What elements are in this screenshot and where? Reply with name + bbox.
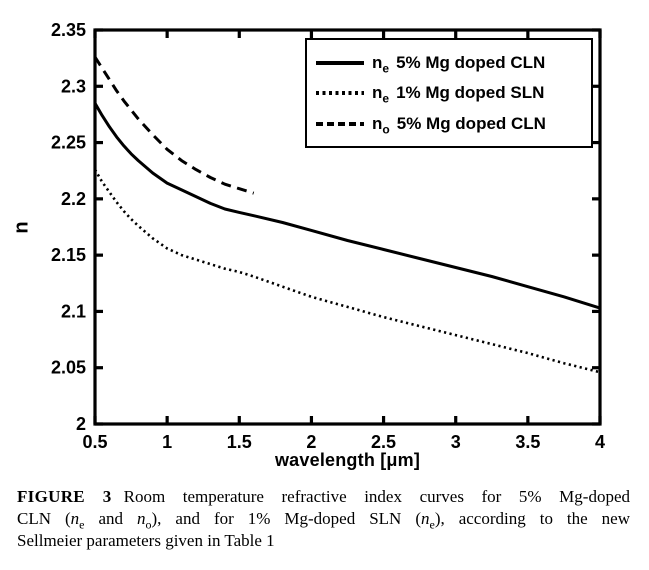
svg-text:2.1: 2.1 bbox=[61, 301, 86, 321]
chart-legend: ne 5% Mg doped CLN ne 1% Mg doped SLN no 5%… bbox=[305, 38, 593, 148]
svg-text:3: 3 bbox=[451, 432, 461, 452]
svg-text:3.5: 3.5 bbox=[515, 432, 540, 452]
svg-text:1.5: 1.5 bbox=[227, 432, 252, 452]
svg-text:2.25: 2.25 bbox=[51, 133, 86, 153]
legend-item-no-cln: no 5% Mg doped CLN bbox=[316, 113, 591, 136]
figure-caption: FIGURE 3 Room temperature refractive inde… bbox=[17, 486, 630, 552]
y-axis-label: n bbox=[10, 221, 33, 234]
svg-text:2.05: 2.05 bbox=[51, 358, 86, 378]
svg-text:2.2: 2.2 bbox=[61, 189, 86, 209]
svg-text:2: 2 bbox=[76, 414, 86, 434]
figure-number: FIGURE 3 bbox=[17, 487, 112, 506]
legend-item-ne-sln: ne 1% Mg doped SLN bbox=[316, 83, 591, 106]
refractive-index-chart: 0.5 1 1.5 2 2.5 3 3.5 4 2 2.05 2.1 2.15 2.2 2.25 2.3 2.… bbox=[51, 20, 605, 452]
svg-text:2.35: 2.35 bbox=[51, 20, 86, 40]
svg-text:4: 4 bbox=[595, 432, 605, 452]
svg-text:1: 1 bbox=[162, 432, 172, 452]
x-axis-label: wavelength [μm] bbox=[274, 450, 421, 470]
svg-text:2: 2 bbox=[306, 432, 316, 452]
legend-label: ne 1% Mg doped SLN bbox=[372, 83, 545, 106]
legend-item-ne-cln: ne 5% Mg doped CLN bbox=[316, 52, 591, 75]
legend-label: no 5% Mg doped CLN bbox=[372, 113, 546, 136]
svg-text:2.3: 2.3 bbox=[61, 76, 86, 96]
svg-text:0.5: 0.5 bbox=[82, 432, 107, 452]
dotted-line-sample bbox=[316, 91, 364, 95]
solid-line-sample bbox=[316, 60, 364, 65]
caption-line-2: CLN (ne and no), and for 1% Mg-doped SLN… bbox=[17, 509, 631, 532]
svg-text:2.5: 2.5 bbox=[371, 432, 396, 452]
caption-line-1: FIGURE 3 Room temperature refractive inde… bbox=[17, 487, 630, 506]
legend-label: ne 5% Mg doped CLN bbox=[372, 52, 546, 75]
dashed-line-sample bbox=[316, 121, 364, 126]
caption-line-3: Sellmeier parameters given in Table 1 bbox=[17, 531, 275, 550]
svg-text:2.15: 2.15 bbox=[51, 245, 86, 265]
